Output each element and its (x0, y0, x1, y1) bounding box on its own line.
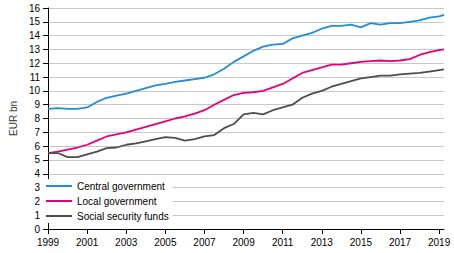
svg-text:4: 4 (34, 168, 40, 179)
svg-text:Social security funds: Social security funds (77, 211, 169, 222)
svg-text:5: 5 (34, 154, 40, 165)
svg-text:11: 11 (30, 72, 41, 83)
svg-text:Local government: Local government (77, 196, 157, 207)
svg-text:2017: 2017 (389, 237, 412, 248)
svg-text:13: 13 (29, 44, 41, 55)
svg-text:2019: 2019 (428, 237, 451, 248)
svg-text:2013: 2013 (311, 237, 334, 248)
svg-text:7: 7 (34, 127, 40, 138)
svg-text:EUR bn: EUR bn (8, 101, 19, 136)
svg-text:16: 16 (29, 3, 41, 14)
svg-text:2015: 2015 (350, 237, 373, 248)
svg-text:2009: 2009 (232, 237, 255, 248)
svg-text:6: 6 (34, 141, 40, 152)
svg-text:2005: 2005 (154, 237, 177, 248)
svg-text:0: 0 (34, 224, 40, 235)
svg-text:1: 1 (34, 210, 40, 221)
svg-text:2011: 2011 (272, 237, 294, 248)
svg-text:9: 9 (34, 99, 40, 110)
svg-text:2003: 2003 (115, 237, 138, 248)
svg-text:3: 3 (34, 182, 40, 193)
svg-text:2007: 2007 (193, 237, 216, 248)
svg-text:8: 8 (34, 113, 40, 124)
svg-text:2001: 2001 (76, 237, 99, 248)
svg-text:1999: 1999 (37, 237, 60, 248)
svg-text:2: 2 (34, 196, 40, 207)
svg-text:12: 12 (29, 58, 41, 69)
svg-text:10: 10 (29, 85, 41, 96)
svg-text:15: 15 (29, 16, 41, 27)
svg-text:14: 14 (29, 30, 41, 41)
svg-text:Central government: Central government (77, 181, 165, 192)
